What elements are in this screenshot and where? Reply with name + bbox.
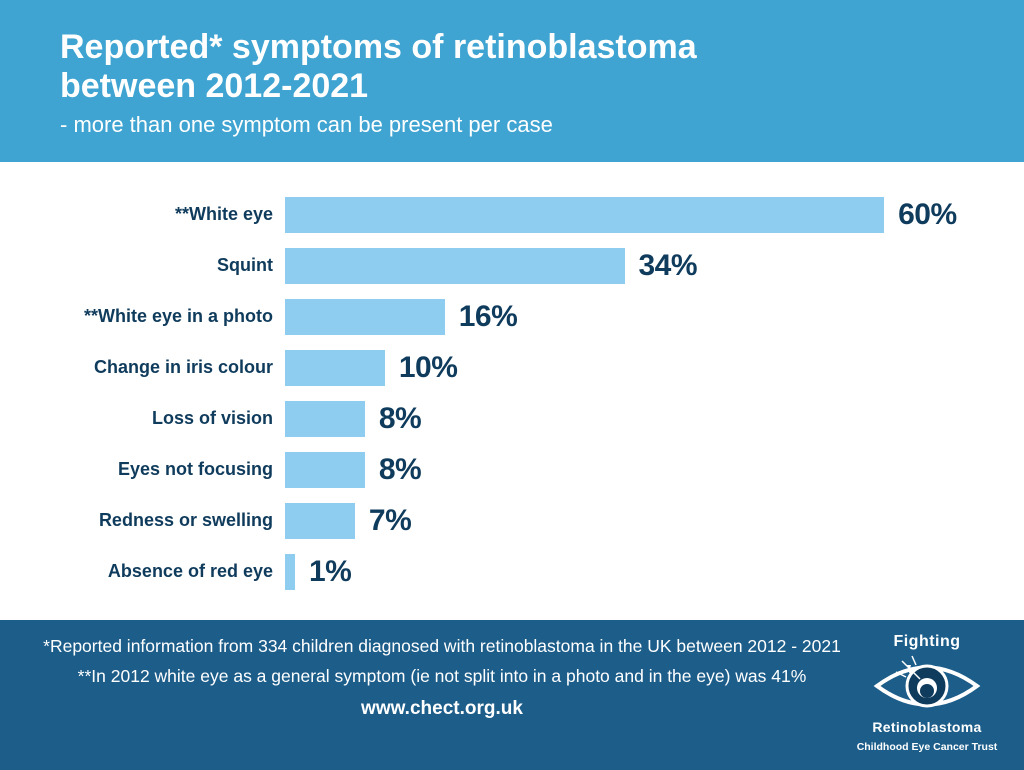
bar-fill [285, 197, 884, 233]
logo-tagline: Childhood Eye Cancer Trust [852, 740, 1002, 755]
bar-label: **White eye in a photo [60, 306, 285, 327]
logo-top-text: Fighting [852, 630, 1002, 653]
bar-label: **White eye [60, 204, 285, 225]
footer-banner: *Reported information from 334 children … [0, 620, 1024, 770]
bar-row: **White eye in a photo 16% [60, 294, 964, 339]
eye-icon [872, 655, 982, 717]
logo-bottom-text: Retinoblastoma [852, 717, 1002, 737]
bar-row: Eyes not focusing 8% [60, 447, 964, 492]
chect-logo: Fighting Retinoblastoma Childhood Eye Ca… [852, 630, 1002, 755]
bar-row: Change in iris colour 10% [60, 345, 964, 390]
bar-chart: **White eye 60% Squint 34% **White eye in a … [0, 162, 1024, 620]
bar-row: **White eye 60% [60, 192, 964, 237]
website-url: www.chect.org.uk [30, 695, 854, 723]
bar-wrap: 34% [285, 248, 964, 284]
bar-wrap: 60% [285, 197, 964, 233]
bar-fill [285, 401, 365, 437]
bar-value: 1% [309, 555, 351, 589]
bar-fill [285, 452, 365, 488]
bar-value: 7% [369, 504, 411, 538]
bar-row: Loss of vision 8% [60, 396, 964, 441]
bar-value: 60% [898, 198, 957, 232]
bar-label: Absence of red eye [60, 561, 285, 582]
bar-fill [285, 350, 385, 386]
bar-value: 8% [379, 453, 421, 487]
bar-row: Redness or swelling 7% [60, 498, 964, 543]
bar-wrap: 8% [285, 452, 964, 488]
bar-wrap: 7% [285, 503, 964, 539]
bar-wrap: 16% [285, 299, 964, 335]
bar-fill [285, 503, 355, 539]
bar-fill [285, 248, 625, 284]
bar-label: Redness or swelling [60, 510, 285, 531]
footnote-2: **In 2012 white eye as a general symptom… [30, 664, 854, 689]
bar-wrap: 10% [285, 350, 964, 386]
bar-fill [285, 554, 295, 590]
bar-row: Absence of red eye 1% [60, 549, 964, 594]
bar-value: 16% [459, 300, 518, 334]
page-subtitle: - more than one symptom can be present p… [60, 112, 964, 138]
bar-label: Eyes not focusing [60, 459, 285, 480]
bar-row: Squint 34% [60, 243, 964, 288]
bar-wrap: 1% [285, 554, 964, 590]
bar-value: 10% [399, 351, 458, 385]
bar-label: Loss of vision [60, 408, 285, 429]
page-title: Reported* symptoms of retinoblastoma bet… [60, 28, 964, 106]
header-banner: Reported* symptoms of retinoblastoma bet… [0, 0, 1024, 162]
bar-wrap: 8% [285, 401, 964, 437]
footnote-1: *Reported information from 334 children … [30, 634, 854, 659]
bar-value: 8% [379, 402, 421, 436]
bar-fill [285, 299, 445, 335]
bar-value: 34% [639, 249, 698, 283]
bar-label: Change in iris colour [60, 357, 285, 378]
bar-label: Squint [60, 255, 285, 276]
